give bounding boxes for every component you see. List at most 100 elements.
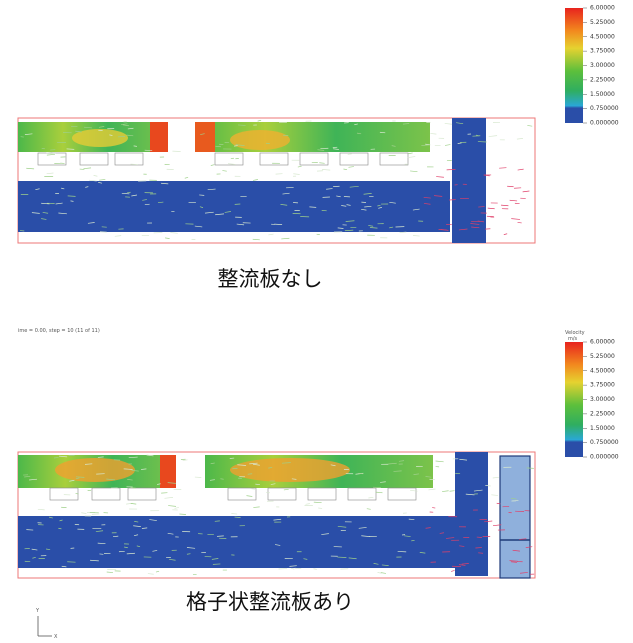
vector (94, 175, 98, 176)
vector (507, 186, 514, 187)
colorbar-label: 2.25000 (590, 410, 615, 417)
vector (413, 235, 420, 236)
flow-channel (18, 181, 450, 232)
vector (445, 123, 452, 124)
caption: 格子状整流板あり (186, 590, 354, 614)
vector (298, 166, 302, 167)
colorbar-label: 4.50000 (590, 367, 615, 374)
vector (175, 507, 179, 508)
vector (343, 169, 347, 170)
vector (432, 508, 435, 509)
vector (253, 239, 260, 240)
flow-hot (195, 122, 215, 152)
vector (410, 171, 417, 172)
vector (38, 509, 45, 510)
vector (83, 168, 91, 169)
vector (253, 180, 258, 181)
vector (367, 509, 371, 510)
axes-indicator (38, 616, 52, 636)
vector (258, 120, 262, 121)
panel-2: ime = 0.00, step = 10 (11 of 11) Velocit… (18, 328, 619, 614)
colorbar-label: 1.50000 (590, 425, 615, 432)
vector (442, 491, 449, 492)
vector (156, 571, 159, 572)
vector (148, 574, 154, 575)
vector (115, 236, 121, 237)
colorbar-label: 2.25000 (590, 76, 615, 83)
flow-region (195, 122, 430, 152)
obstacles (38, 153, 408, 165)
vector (517, 138, 523, 139)
vector (523, 191, 530, 192)
obstacles (50, 488, 416, 500)
vector (183, 460, 188, 461)
colorbar-label: 5.25000 (590, 353, 615, 360)
vector (164, 497, 173, 498)
colorbar-label: 6.00000 (590, 339, 615, 346)
vector (445, 145, 450, 146)
vector (170, 233, 177, 234)
vector (527, 125, 532, 126)
flow-hot (230, 458, 350, 482)
vector (253, 507, 259, 508)
vector (131, 503, 137, 504)
vector (408, 157, 416, 158)
vector (295, 568, 302, 569)
panel-1: 6.00000 5.25000 4.50000 3.75000 3.00000 2.250… (18, 5, 619, 292)
colorbar-labels: 6.00000 5.25000 4.50000 3.75000 3.00000 2.250… (583, 5, 619, 127)
vector (491, 495, 498, 496)
vector (185, 177, 188, 178)
figure: 6.00000 5.25000 4.50000 3.75000 3.00000 2.250… (0, 0, 633, 643)
flow-block (452, 118, 486, 243)
vector (165, 238, 170, 239)
vector (518, 169, 524, 170)
vector (488, 208, 495, 209)
caption: 整流板なし (218, 267, 323, 291)
vector (348, 167, 353, 168)
grid-straightener (500, 456, 530, 578)
vector (436, 177, 444, 178)
vector (510, 200, 517, 201)
axis-label: Y (35, 608, 40, 614)
vector (211, 165, 214, 166)
vector (408, 153, 412, 154)
colorbar-label: 5.25000 (590, 19, 615, 26)
colorbar-label: 3.75000 (590, 48, 615, 55)
vector (450, 491, 455, 492)
colorbar (565, 8, 583, 123)
vector (430, 133, 436, 134)
vector (314, 502, 322, 503)
flow-block (455, 452, 488, 576)
vector (376, 492, 383, 493)
vector (89, 180, 97, 181)
vector (26, 168, 34, 169)
vector (222, 171, 226, 172)
colorbar (565, 342, 583, 457)
colorbar-label: 0.000000 (590, 120, 619, 127)
colorbar-labels: 6.000005.250004.500003.750003.000002.250… (583, 339, 619, 461)
vector (281, 238, 289, 239)
vector (81, 513, 86, 514)
vector (306, 504, 310, 505)
vector (313, 569, 316, 570)
vector (47, 173, 54, 174)
vector (451, 570, 455, 571)
vector (501, 205, 508, 206)
colorbar-label: 6.00000 (590, 5, 615, 12)
header: ime = 0.00, step = 10 (11 of 11) (18, 328, 100, 334)
colorbar-label: 4.50000 (590, 33, 615, 40)
vector (504, 234, 507, 235)
vector (168, 506, 176, 507)
vector (291, 568, 294, 569)
vector (436, 461, 444, 462)
flow-hot (230, 130, 290, 150)
colorbar-title: m/s (568, 336, 578, 342)
vector (322, 169, 330, 170)
colorbar-label: 0.750000 (590, 105, 619, 112)
colorbar-label: 3.00000 (590, 62, 615, 69)
flow-channel (18, 516, 458, 568)
vector (231, 513, 237, 514)
colorbar-label: 3.75000 (590, 382, 615, 389)
colorbar-label: 0.000000 (590, 454, 619, 461)
vector (489, 136, 497, 137)
